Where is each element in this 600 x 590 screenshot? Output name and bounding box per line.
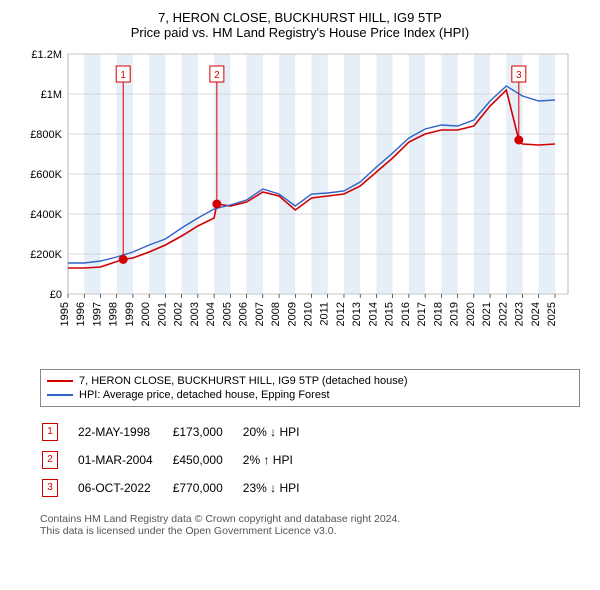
event-row: 3 06-OCT-2022£770,00023% ↓ HPI	[42, 475, 317, 501]
svg-text:2014: 2014	[367, 302, 379, 326]
legend-label: HPI: Average price, detached house, Eppi…	[79, 389, 330, 401]
svg-text:£600K: £600K	[30, 169, 62, 181]
svg-text:2025: 2025	[546, 302, 558, 326]
svg-text:£0: £0	[50, 289, 62, 301]
legend-row: 7, HERON CLOSE, BUCKHURST HILL, IG9 5TP …	[47, 374, 573, 388]
event-number-box: 1	[42, 423, 58, 441]
svg-text:2: 2	[214, 70, 220, 81]
event-number-box: 2	[42, 451, 58, 469]
svg-text:1998: 1998	[108, 302, 120, 326]
footer-line-1: Contains HM Land Registry data © Crown c…	[40, 513, 580, 525]
svg-text:2002: 2002	[173, 302, 185, 326]
legend-swatch	[47, 380, 73, 382]
event-price: £770,000	[173, 475, 241, 501]
chart-title: 7, HERON CLOSE, BUCKHURST HILL, IG9 5TP	[0, 0, 600, 25]
svg-text:1995: 1995	[59, 302, 71, 326]
svg-text:2011: 2011	[319, 302, 331, 326]
svg-text:2008: 2008	[270, 302, 282, 326]
svg-text:£800K: £800K	[30, 129, 62, 141]
event-price: £173,000	[173, 419, 241, 445]
event-marker-2	[212, 200, 221, 209]
legend-swatch	[47, 394, 73, 396]
chart-subtitle: Price paid vs. HM Land Registry's House …	[0, 25, 600, 46]
event-date: 22-MAY-1998	[78, 419, 171, 445]
svg-text:2021: 2021	[481, 302, 493, 326]
event-row: 1 22-MAY-1998£173,00020% ↓ HPI	[42, 419, 317, 445]
event-delta: 23% ↓ HPI	[243, 475, 318, 501]
svg-text:1999: 1999	[124, 302, 136, 326]
svg-text:2003: 2003	[189, 302, 201, 326]
svg-text:2005: 2005	[221, 302, 233, 326]
svg-text:2015: 2015	[384, 302, 396, 326]
events-table: 1 22-MAY-1998£173,00020% ↓ HPI 2 01-MAR-200…	[40, 417, 319, 503]
footer-line-2: This data is licensed under the Open Gov…	[40, 525, 580, 537]
svg-text:£1M: £1M	[41, 89, 62, 101]
svg-text:2024: 2024	[530, 302, 542, 326]
svg-text:2017: 2017	[416, 302, 428, 326]
svg-text:2004: 2004	[205, 302, 217, 326]
chart-svg: £0 £200K £400K £600K £800K £1M £1.2M 1995 1996 19…	[20, 46, 580, 356]
svg-text:3: 3	[516, 70, 522, 81]
event-date: 06-OCT-2022	[78, 475, 171, 501]
svg-text:2023: 2023	[514, 302, 526, 326]
svg-text:2020: 2020	[465, 302, 477, 326]
event-number-box: 3	[42, 479, 58, 497]
footer-attribution: Contains HM Land Registry data © Crown c…	[40, 513, 580, 549]
svg-text:2013: 2013	[351, 302, 363, 326]
event-marker-1	[119, 255, 128, 264]
svg-text:2009: 2009	[286, 302, 298, 326]
svg-text:£1.2M: £1.2M	[31, 49, 62, 61]
svg-text:1997: 1997	[91, 302, 103, 326]
event-date: 01-MAR-2004	[78, 447, 171, 473]
svg-text:2022: 2022	[497, 302, 509, 326]
svg-text:2010: 2010	[303, 302, 315, 326]
legend: 7, HERON CLOSE, BUCKHURST HILL, IG9 5TP …	[40, 369, 580, 407]
event-price: £450,000	[173, 447, 241, 473]
svg-text:£400K: £400K	[30, 209, 62, 221]
event-delta: 20% ↓ HPI	[243, 419, 318, 445]
event-marker-3	[514, 136, 523, 145]
svg-text:2018: 2018	[432, 302, 444, 326]
svg-text:2006: 2006	[238, 302, 250, 326]
svg-text:2001: 2001	[156, 302, 168, 326]
event-row: 2 01-MAR-2004£450,0002% ↑ HPI	[42, 447, 317, 473]
legend-label: 7, HERON CLOSE, BUCKHURST HILL, IG9 5TP …	[79, 375, 408, 387]
svg-text:2000: 2000	[140, 302, 152, 326]
event-delta: 2% ↑ HPI	[243, 447, 318, 473]
svg-text:2016: 2016	[400, 302, 412, 326]
svg-text:2007: 2007	[254, 302, 266, 326]
svg-text:1996: 1996	[75, 302, 87, 326]
chart-container: { "title": "7, HERON CLOSE, BUCKHURST HI…	[0, 0, 600, 549]
svg-text:£200K: £200K	[30, 249, 62, 261]
chart-plot: £0 £200K £400K £600K £800K £1M £1.2M 1995 1996 19…	[20, 46, 580, 361]
svg-text:2012: 2012	[335, 302, 347, 326]
svg-text:2019: 2019	[449, 302, 461, 326]
svg-text:1: 1	[120, 70, 126, 81]
legend-row: HPI: Average price, detached house, Eppi…	[47, 388, 573, 402]
